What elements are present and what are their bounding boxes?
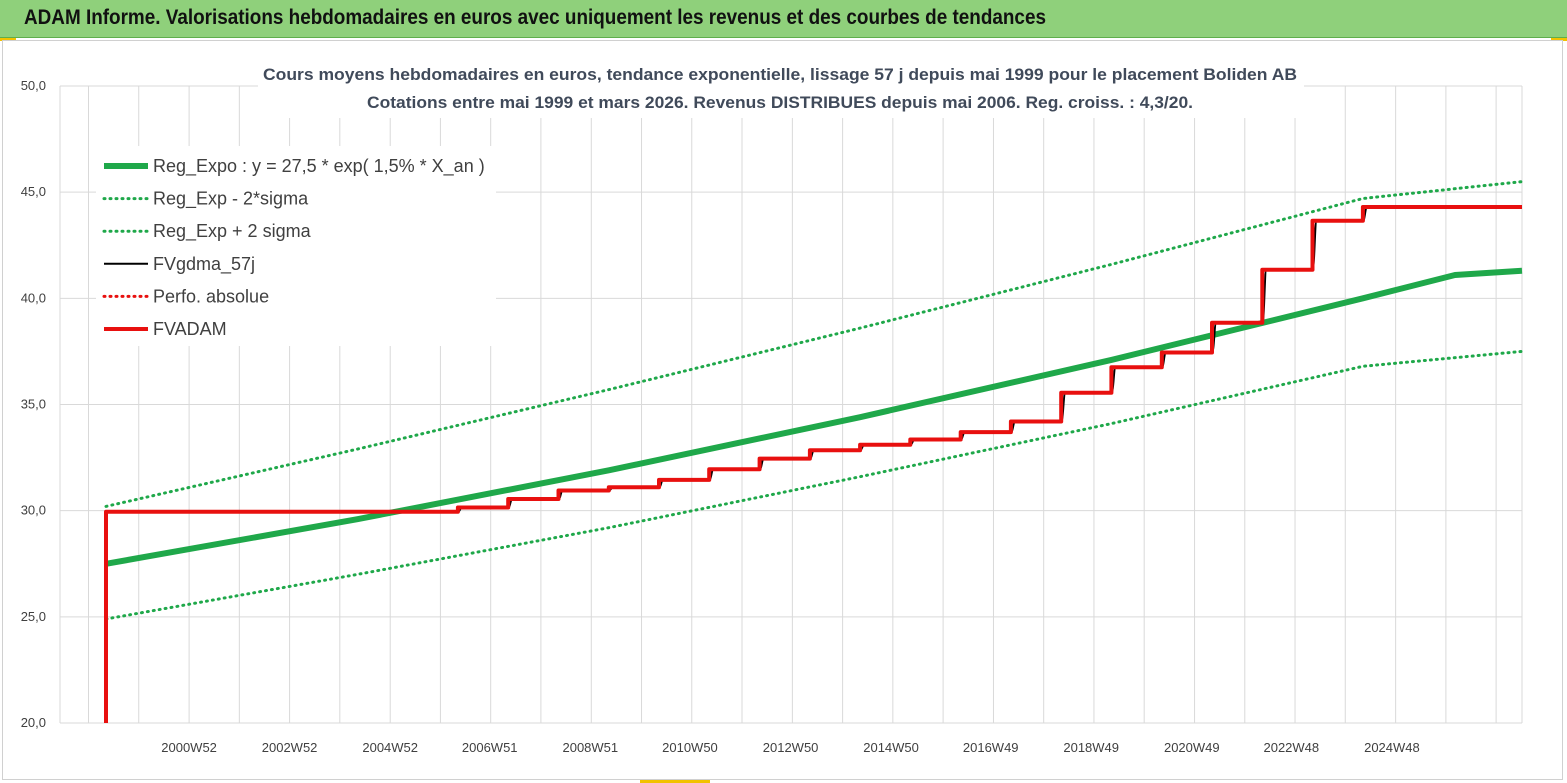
y-tick-label: 40,0 [21, 290, 46, 305]
series-fvadam [104, 205, 1522, 723]
legend-perfo-absolue-label: Perfo. absolue [153, 286, 269, 306]
y-tick-label: 45,0 [21, 184, 46, 199]
x-tick-label: 2016W49 [963, 740, 1019, 755]
y-tick-label: 50,0 [21, 78, 46, 93]
legend-reg-expo-label: Reg_Expo : y = 27,5 * exp( 1,5% * X_an ) [153, 156, 485, 177]
x-tick-label: 2014W50 [863, 740, 919, 755]
series-reg-exp-minus-2sigma [104, 349, 1524, 621]
x-tick-label: 2002W52 [262, 740, 318, 755]
title-backdrop [258, 58, 1304, 118]
chart-title-line-1: Cours moyens hebdomadaires en euros, ten… [263, 65, 1297, 84]
x-tick-label: 2010W50 [662, 740, 718, 755]
x-tick-label: 2018W49 [1063, 740, 1119, 755]
x-tick-label: 2004W52 [362, 740, 418, 755]
series-reg-exp-plus-2sigma [104, 180, 1524, 508]
legend-fvgdma-57j-label: FVgdma_57j [153, 254, 255, 275]
legend-reg-exp-plus-2sigma-label: Reg_Exp + 2 sigma [153, 221, 312, 242]
x-tick-label: 2006W51 [462, 740, 518, 755]
report-title: ADAM Informe. Valorisations hebdomadaire… [24, 6, 1046, 29]
corner-accent-left [0, 38, 16, 41]
x-tick-label: 2022W48 [1263, 740, 1319, 755]
legend-fvadam-label: FVADAM [153, 319, 227, 339]
legend-reg-exp-minus-2sigma-label: Reg_Exp - 2*sigma [153, 189, 309, 210]
y-tick-label: 35,0 [21, 397, 46, 412]
legend: Reg_Expo : y = 27,5 * exp( 1,5% * X_an )… [96, 146, 496, 346]
y-tick-label: 20,0 [21, 715, 46, 730]
series-lines [104, 180, 1524, 723]
x-tick-label: 2000W52 [161, 740, 217, 755]
legend-backdrop [96, 146, 496, 346]
chart-title-line-2: Cotations entre mai 1999 et mars 2026. R… [367, 93, 1193, 112]
x-tick-label: 2020W49 [1164, 740, 1220, 755]
y-tick-label: 30,0 [21, 503, 46, 518]
x-tick-label: 2012W50 [763, 740, 819, 755]
bottom-accent-bar [640, 780, 710, 783]
corner-accent-right [1551, 38, 1567, 41]
x-tick-label: 2024W48 [1364, 740, 1420, 755]
report-banner: ADAM Informe. Valorisations hebdomadaire… [0, 0, 1567, 38]
axis-labels: 20,0 25,0 30,0 35,0 40,0 45,0 50,0 2000W52 2002W… [21, 78, 1420, 755]
y-tick-label: 25,0 [21, 609, 46, 624]
x-tick-label: 2008W51 [562, 740, 618, 755]
chart-frame [2, 40, 1563, 780]
